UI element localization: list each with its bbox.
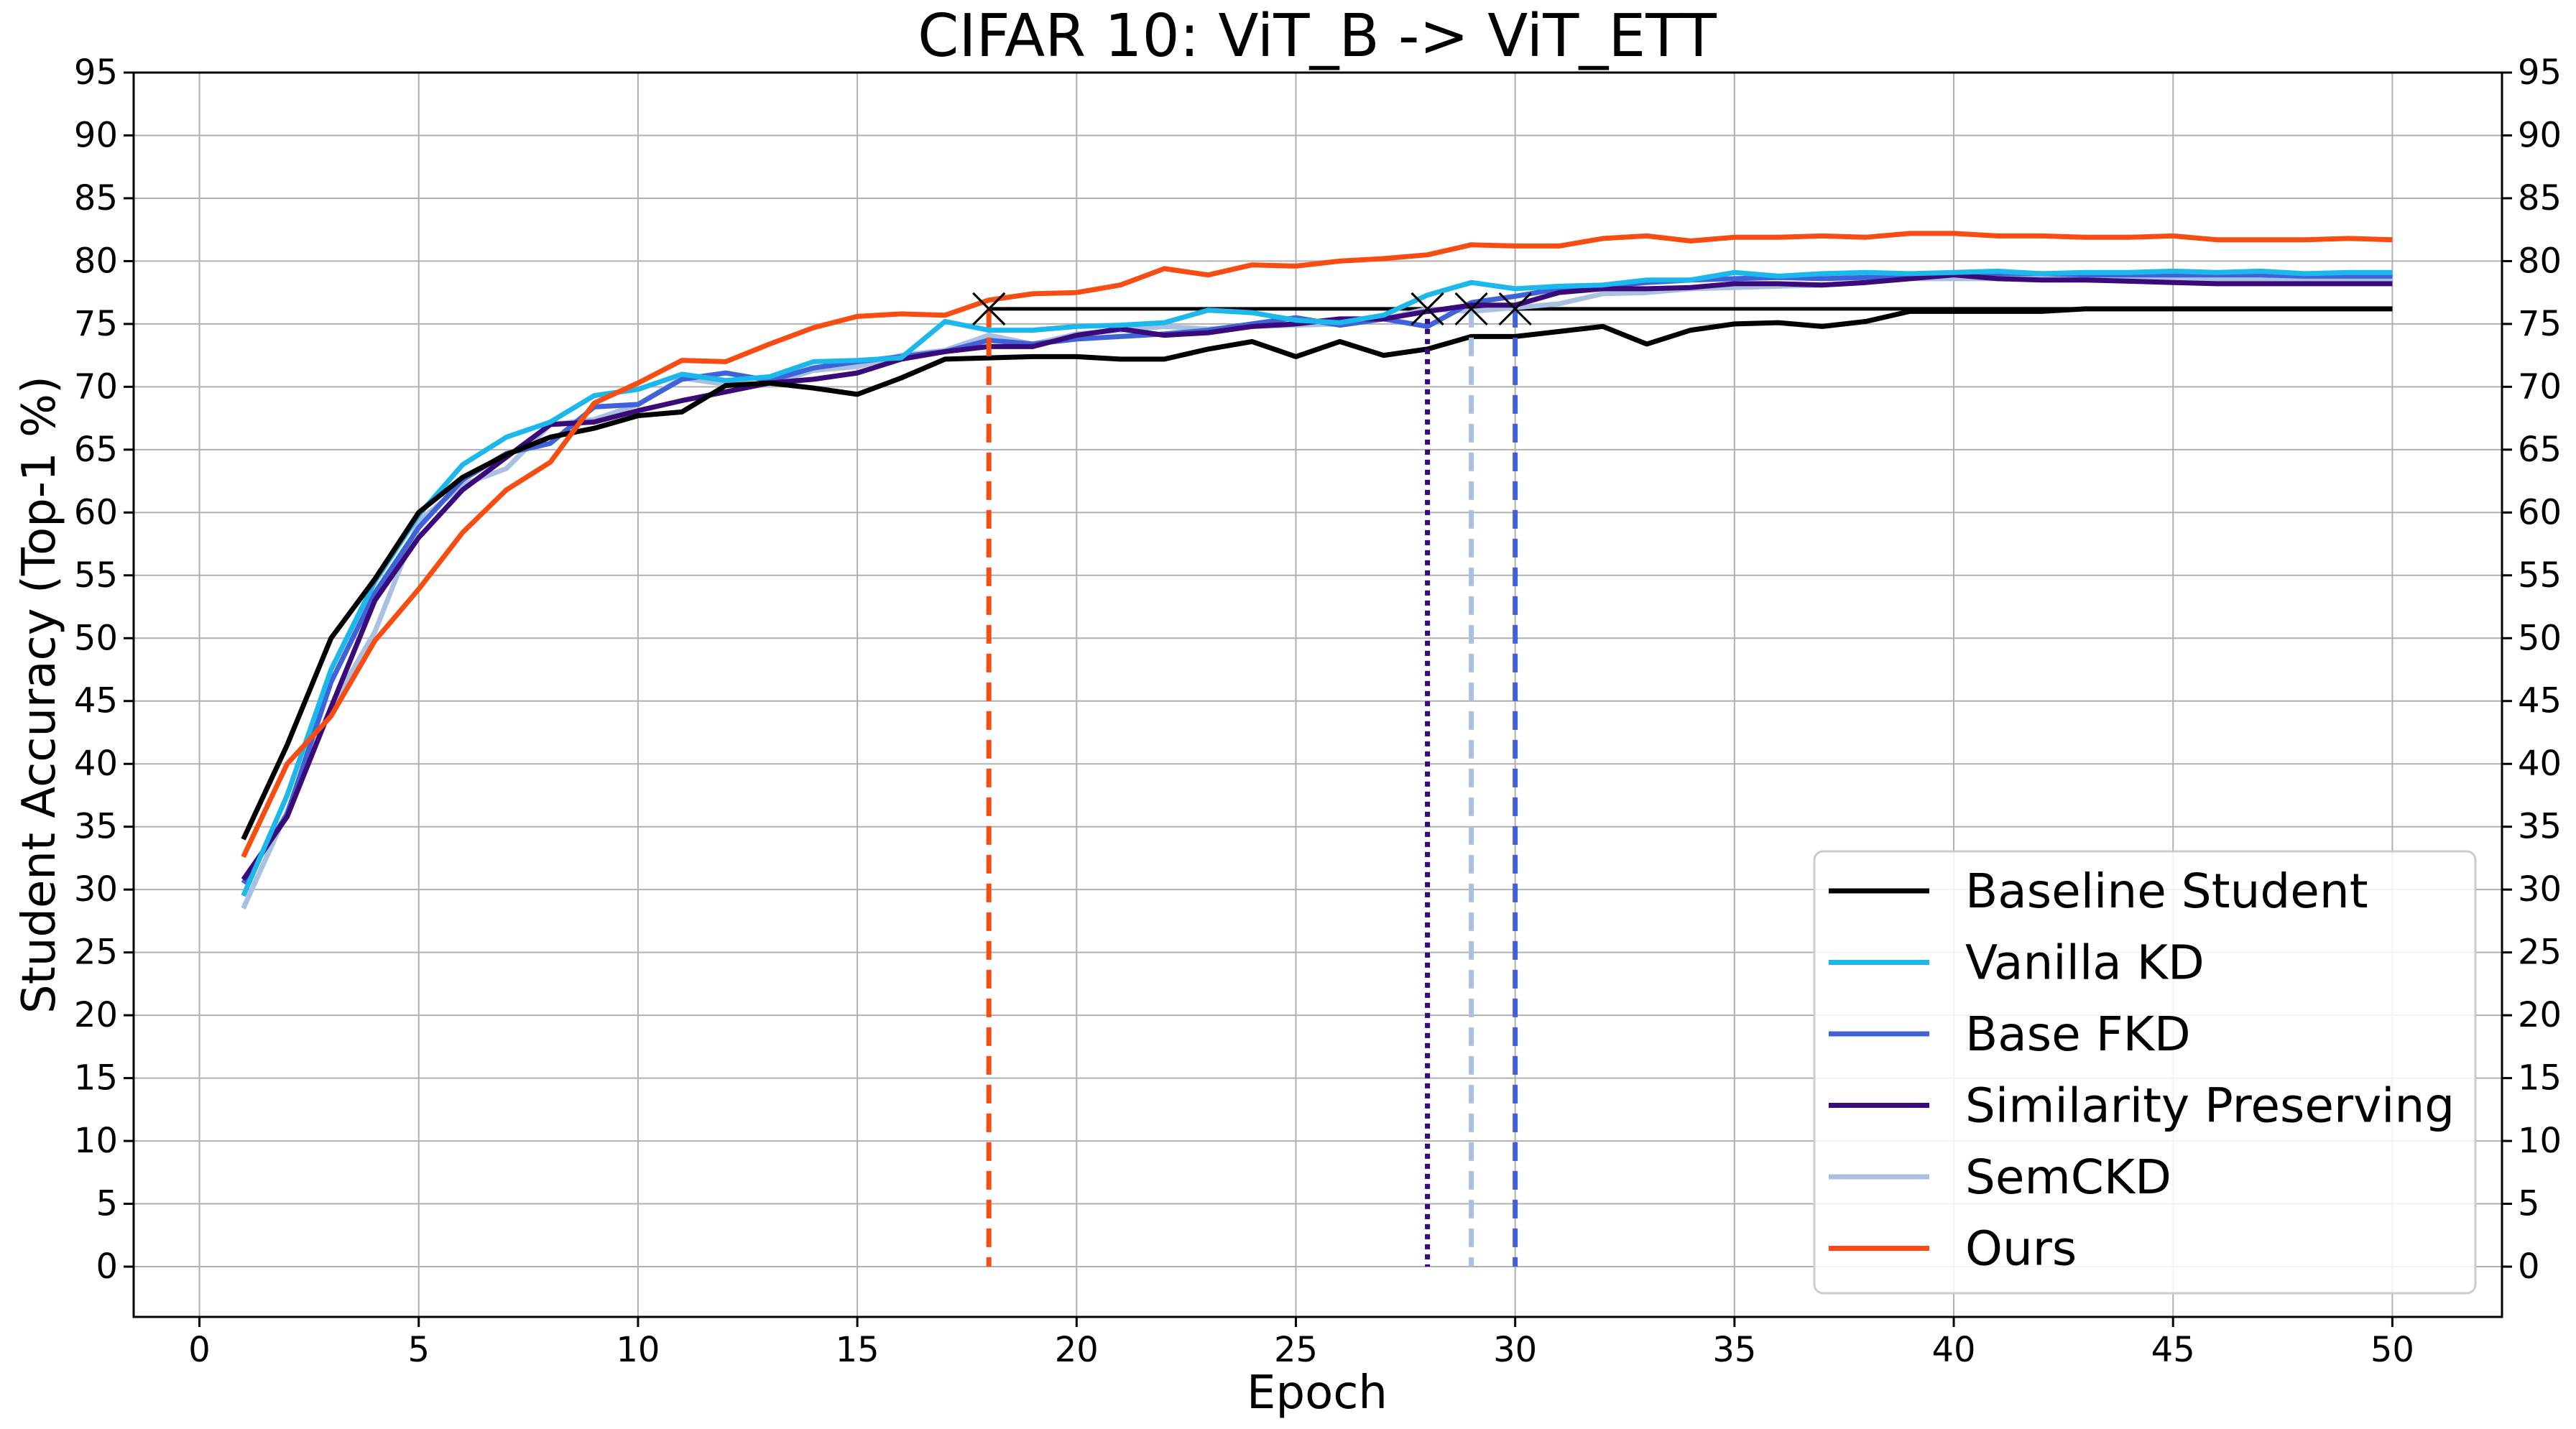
x-marker	[1498, 292, 1532, 325]
x-ticks: 0 5 10 15 20 25 30 35 40 45 50	[188, 1317, 2414, 1370]
x-tick-label: 30	[1493, 1330, 1537, 1370]
y-tick-label-right: 25	[2518, 933, 2562, 973]
y-tick-label-right: 40	[2518, 744, 2562, 784]
y-tick-label-right: 80	[2518, 241, 2562, 281]
series-line-baseline-student	[241, 306, 2393, 841]
y-ticks-right: 0 5 10 15 20 25 30 35 40 45 50 55 60 65 70 75 80 85 90 95	[2502, 52, 2562, 1287]
y-tick-label-left: 50	[74, 618, 118, 658]
x-tick-label: 50	[2370, 1330, 2414, 1370]
y-tick-label-left: 0	[96, 1247, 118, 1287]
y-tick-label-left: 90	[74, 115, 118, 155]
series-line-vanilla-kd	[241, 268, 2393, 897]
y-tick-label-right: 50	[2518, 618, 2562, 658]
y-tick-label-right: 0	[2518, 1247, 2540, 1287]
y-tick-label-left: 5	[96, 1184, 118, 1224]
y-tick-label-left: 70	[74, 366, 118, 407]
y-tick-label-right: 5	[2518, 1184, 2540, 1224]
y-tick-label-left: 20	[74, 995, 118, 1035]
legend-label: Baseline Student	[1965, 864, 2368, 919]
y-tick-label-left: 30	[74, 869, 118, 910]
y-tick-label-left: 75	[74, 304, 118, 344]
y-axis-label: Student Accuracy (Top-1 %)	[13, 376, 66, 1014]
markers	[972, 292, 1532, 1267]
y-tick-label-right: 70	[2518, 366, 2562, 407]
legend-label: Similarity Preserving	[1965, 1078, 2455, 1134]
legend-label: Ours	[1965, 1221, 2077, 1277]
plot-frame	[132, 71, 2503, 1318]
x-marker	[1411, 292, 1444, 325]
y-tick-label-left: 45	[74, 681, 118, 721]
x-axis-label: Epoch	[1247, 1366, 1388, 1420]
x-tick-label: 40	[1931, 1330, 1975, 1370]
legend-label: Base FKD	[1965, 1007, 2191, 1062]
legend-label: Vanilla KD	[1965, 935, 2205, 991]
y-tick-label-right: 55	[2518, 555, 2562, 596]
series-line-ours	[241, 231, 2393, 859]
x-tick-label: 5	[407, 1330, 430, 1370]
x-marker	[972, 292, 1006, 325]
x-tick-label: 0	[188, 1330, 211, 1370]
y-tick-label-right: 85	[2518, 178, 2562, 218]
plot-series	[241, 231, 2393, 910]
x-marker	[1454, 292, 1488, 325]
legend: Baseline Student Vanilla KD Base FKD Simila…	[1813, 850, 2477, 1295]
chart-title: CIFAR 10: ViT_B -> ViT_ETT	[918, 2, 1717, 70]
x-tick-label: 20	[1055, 1330, 1099, 1370]
y-tick-label-left: 35	[74, 807, 118, 847]
y-tick-label-right: 45	[2518, 681, 2562, 721]
x-tick-label: 25	[1274, 1330, 1318, 1370]
legend-label: SemCKD	[1965, 1150, 2171, 1205]
y-tick-label-right: 20	[2518, 995, 2562, 1035]
x-tick-label: 35	[1712, 1330, 1756, 1370]
y-tick-label-left: 80	[74, 241, 118, 281]
y-tick-label-right: 60	[2518, 492, 2562, 532]
y-tick-label-right: 10	[2518, 1121, 2562, 1161]
y-tick-label-left: 60	[74, 492, 118, 532]
y-tick-label-left: 55	[74, 555, 118, 596]
x-tick-label: 45	[2151, 1330, 2195, 1370]
y-tick-label-right: 65	[2518, 430, 2562, 470]
y-tick-label-left: 10	[74, 1121, 118, 1161]
y-tick-label-left: 15	[74, 1058, 118, 1099]
x-tick-label: 15	[836, 1330, 880, 1370]
y-tick-label-right: 95	[2518, 52, 2562, 93]
y-tick-label-left: 25	[74, 933, 118, 973]
y-tick-label-left: 40	[74, 744, 118, 784]
y-tick-label-right: 75	[2518, 304, 2562, 344]
y-tick-label-left: 65	[74, 430, 118, 470]
y-ticks-left: 0 5 10 15 20 25 30 35 40 45 50 55 60 65 70 75 80 85 90 95	[74, 52, 134, 1287]
y-tick-label-left: 85	[74, 178, 118, 218]
y-tick-label-right: 35	[2518, 807, 2562, 847]
y-tick-label-right: 15	[2518, 1058, 2562, 1099]
y-tick-label-left: 95	[74, 52, 118, 93]
legend-box	[1813, 850, 2477, 1295]
y-tick-label-right: 90	[2518, 115, 2562, 155]
y-tick-label-right: 30	[2518, 869, 2562, 910]
x-tick-label: 10	[616, 1330, 660, 1370]
